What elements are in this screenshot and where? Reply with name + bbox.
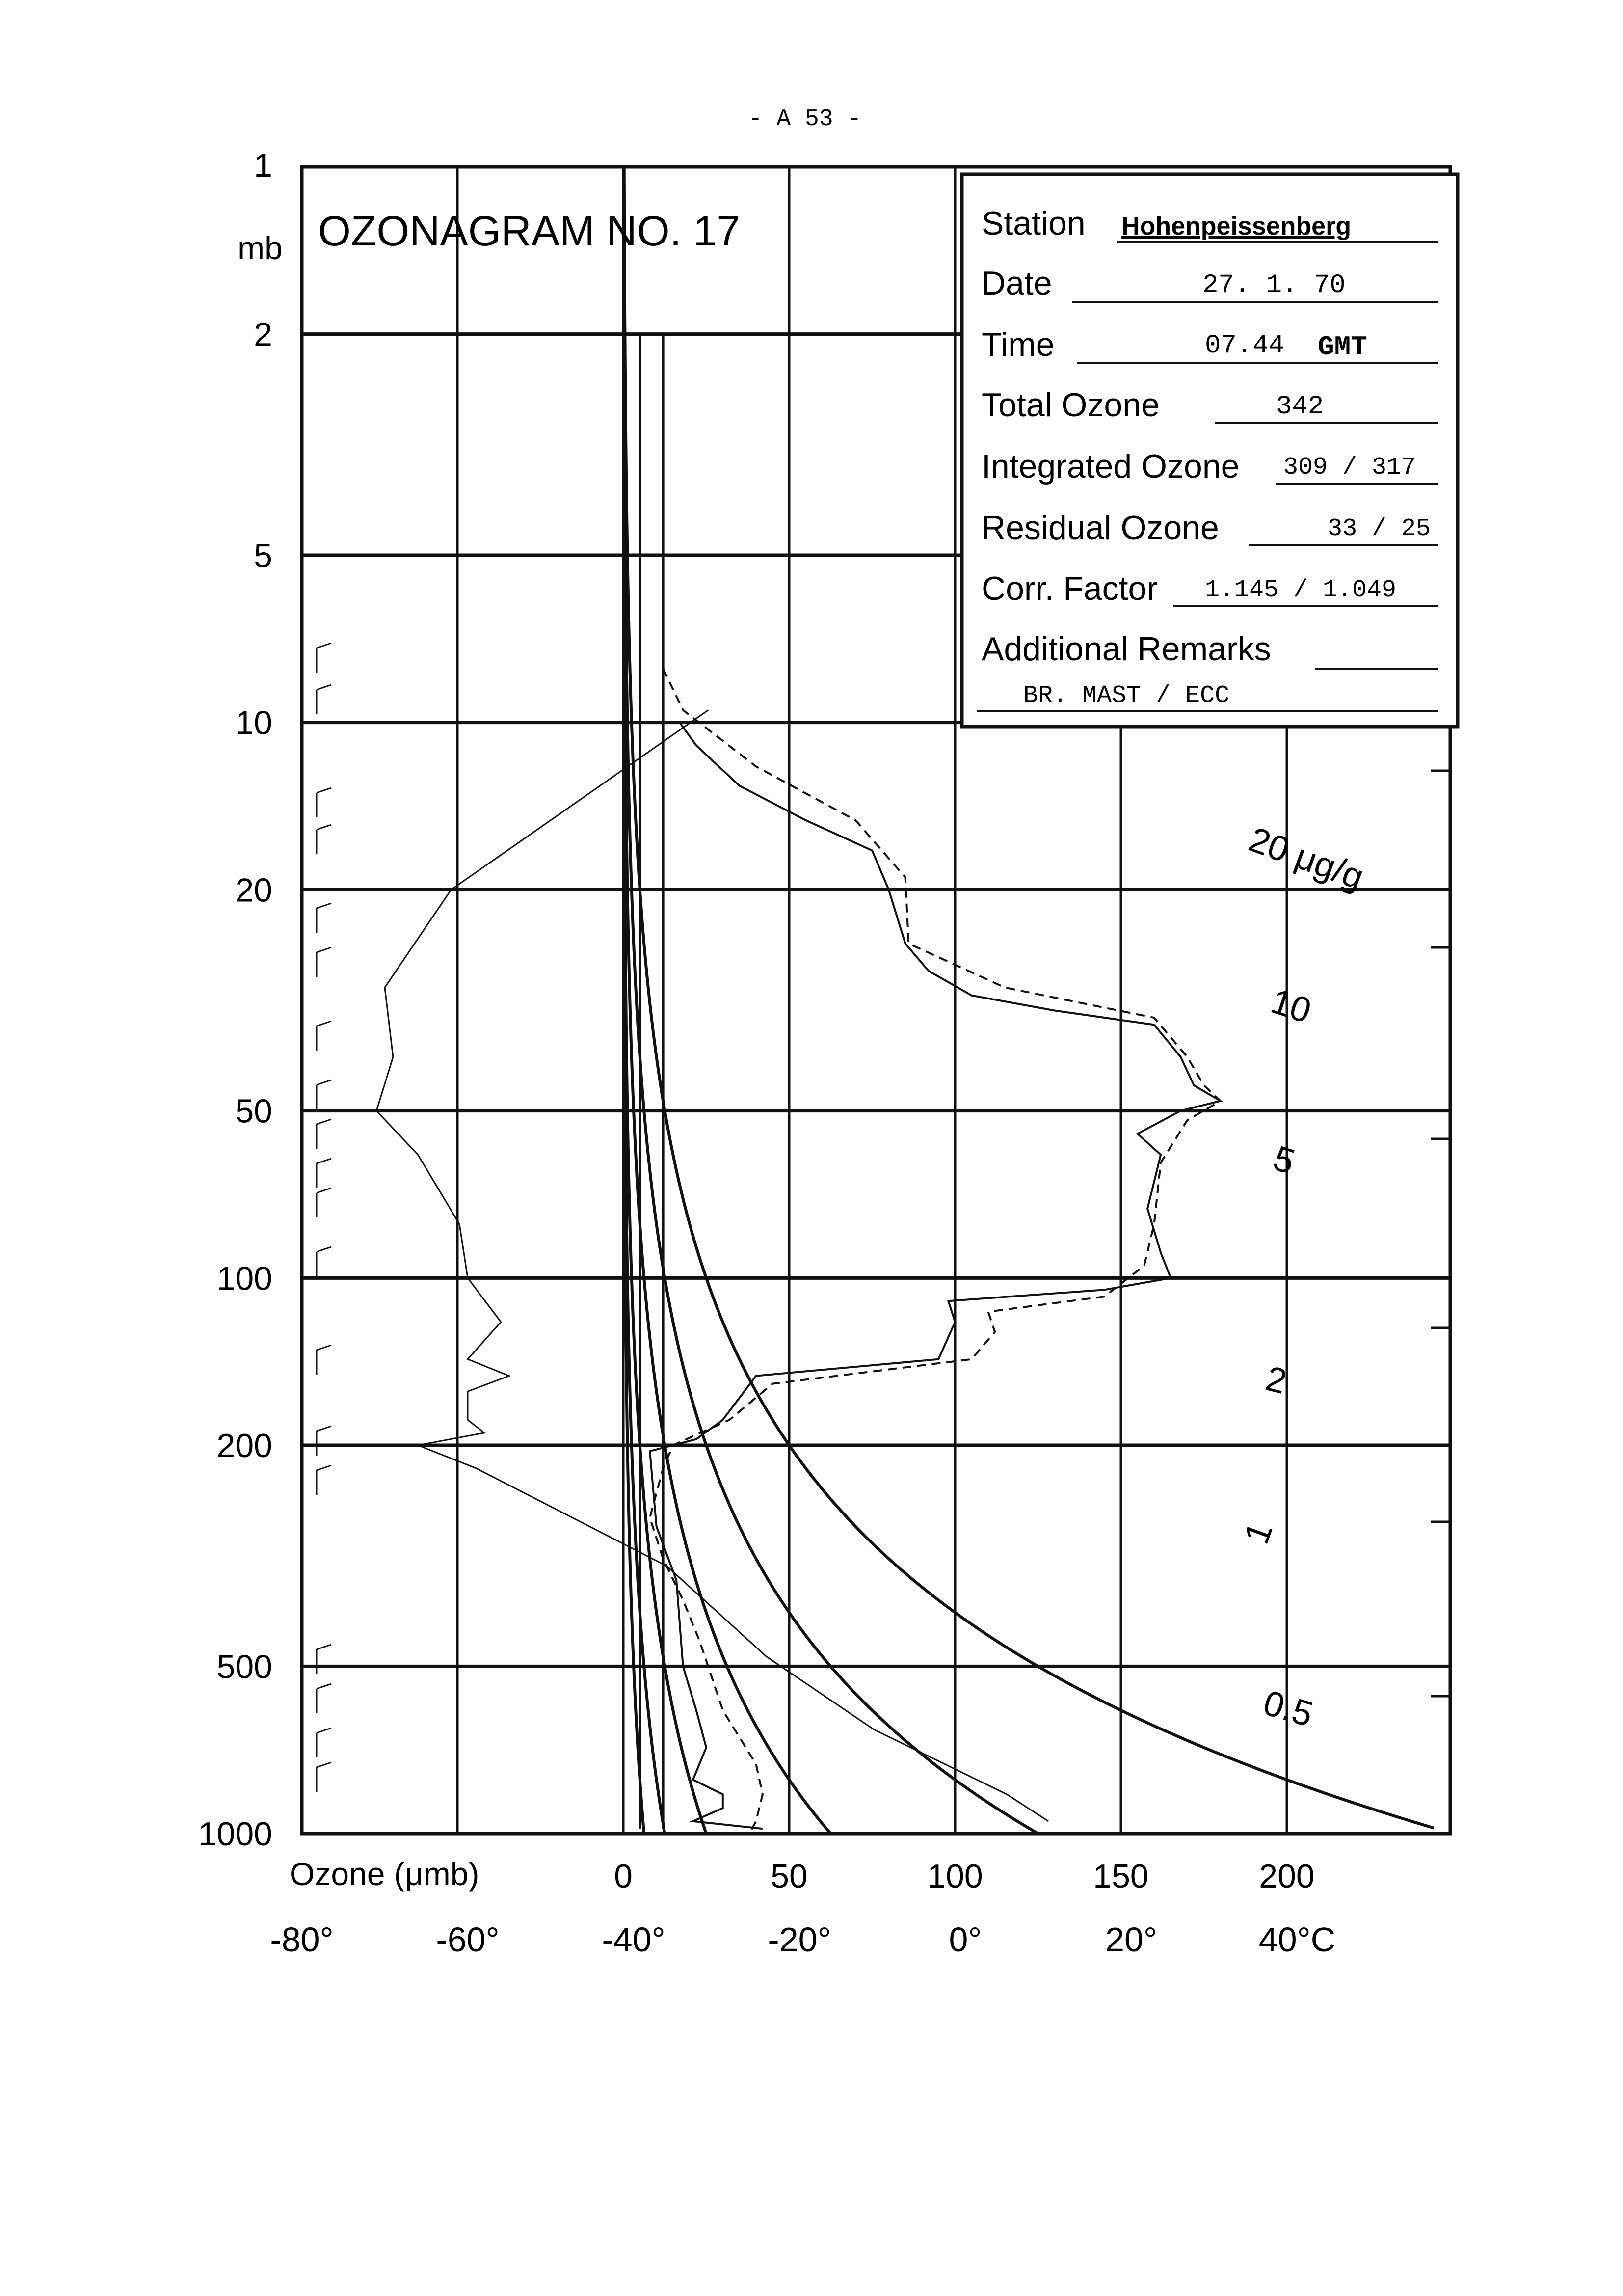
isoline-label: 1 — [1237, 1517, 1280, 1549]
isoline — [622, 166, 646, 1834]
station-info-box: Station Hohenpeissenberg Date 27. 1. 70 … — [960, 172, 1460, 729]
isoline — [622, 166, 832, 1835]
wind-barb — [316, 902, 332, 933]
temperature-tick-label: -40° — [602, 1920, 665, 1959]
wind-barb-flag — [316, 642, 332, 649]
wind-barb-flag — [316, 946, 332, 953]
temperature-tick-label: -80° — [270, 1920, 333, 1959]
page-header: - A 53 - — [748, 106, 861, 133]
plot-frame — [300, 165, 1452, 1836]
ozone-tick-label: 150 — [1093, 1858, 1148, 1895]
station-value: Hohenpeissenberg — [1121, 212, 1351, 241]
wind-barb-flag — [316, 1464, 332, 1471]
wind-barb-flag — [316, 1079, 332, 1086]
wind-barb-flag — [316, 684, 332, 691]
wind-barb — [316, 1118, 332, 1149]
wind-barb — [316, 1683, 332, 1713]
integrated-ozone-value: 309 / 317 — [1283, 454, 1416, 482]
wind-barb — [316, 1246, 332, 1276]
wind-barb — [316, 1187, 332, 1217]
wind-barb — [316, 684, 332, 714]
pressure-tick-label: 2 — [254, 316, 272, 353]
date-value: 27. 1. 70 — [1202, 270, 1346, 300]
wind-barb — [316, 642, 332, 673]
data-series — [375, 668, 1224, 1834]
pressure-tick-label: 1000 — [198, 1815, 272, 1853]
ozone-tick-label: 100 — [927, 1858, 983, 1895]
ozone-tick-label: 0 — [614, 1858, 633, 1895]
pressure-tick-label: 5 — [254, 537, 272, 574]
isoline-label: 10 — [1266, 981, 1316, 1031]
wind-barb — [316, 946, 332, 977]
wind-barb — [316, 1079, 332, 1109]
wind-barb — [316, 787, 332, 817]
residual-ozone-value: 33 / 25 — [1328, 515, 1431, 543]
station-label: Station — [982, 205, 1086, 242]
temperature-profile — [375, 709, 1049, 1822]
wind-barb — [316, 824, 332, 854]
chart-title: OZONAGRAM NO. 17 — [318, 208, 740, 255]
chart-grid — [302, 167, 1450, 1834]
wind-barb — [316, 1464, 332, 1495]
wind-barb-flag — [316, 1158, 332, 1164]
wind-barb — [316, 1425, 332, 1456]
time-unit: GMT — [1318, 331, 1367, 363]
wind-barb-flag — [316, 1727, 332, 1734]
ozone-tick-label: 50 — [771, 1858, 808, 1895]
wind-barb-flag — [316, 1344, 332, 1351]
wind-barb-flag — [316, 1020, 332, 1027]
isoline-label: 0.5 — [1259, 1683, 1317, 1734]
wind-barb-flag — [316, 1187, 332, 1194]
wind-barb — [316, 1020, 332, 1051]
wind-barb — [316, 1644, 332, 1674]
isoline-label: 5 — [1269, 1138, 1300, 1182]
ozone-axis-label: Ozone (μmb) — [290, 1856, 479, 1892]
ozone-tick-label: 200 — [1259, 1858, 1314, 1895]
temperature-tick-label: -60° — [436, 1920, 499, 1959]
pressure-tick-label: 10 — [235, 704, 272, 742]
wind-barb-flag — [316, 787, 332, 794]
wind-barb-flag — [316, 1683, 332, 1690]
wind-barb — [316, 1761, 332, 1792]
residual-ozone-label: Residual Ozone — [982, 509, 1219, 546]
wind-barbs — [316, 642, 332, 1792]
pressure-tick-label: 1 — [254, 147, 272, 184]
corr-factor-label: Corr. Factor — [982, 570, 1158, 607]
wind-barb — [316, 1158, 332, 1188]
wind-barb-flag — [316, 1246, 332, 1253]
wind-barb-flag — [316, 1118, 332, 1125]
temperature-tick-label: -20° — [768, 1920, 831, 1959]
corr-factor-value: 1.145 / 1.049 — [1205, 576, 1396, 604]
total-ozone-value: 342 — [1276, 392, 1324, 422]
total-ozone-label: Total Ozone — [982, 386, 1160, 424]
date-label: Date — [982, 265, 1052, 302]
time-value: 07.44 — [1205, 331, 1284, 361]
pressure-tick-label: 20 — [235, 871, 272, 909]
ozone-profile-dashed — [649, 668, 1223, 1834]
y-unit-label: mb — [238, 230, 283, 266]
wind-barb — [316, 1344, 332, 1375]
pressure-tick-label: 500 — [217, 1648, 272, 1685]
wind-barb — [316, 1727, 332, 1757]
temperature-tick-label: 0° — [949, 1920, 982, 1959]
axes: 1 2 5 10 20 50 100 200 500 1000 0 50 100 150 200 -80° -6… — [198, 147, 1335, 1959]
wind-barb-flag — [316, 1761, 332, 1768]
pressure-tick-label: 50 — [235, 1093, 272, 1130]
ozone-profile-solid — [648, 722, 1224, 1830]
integrated-ozone-label: Integrated Ozone — [982, 448, 1239, 485]
wind-barb-flag — [316, 1644, 332, 1650]
pressure-tick-label: 200 — [217, 1427, 272, 1464]
remarks-label: Additional Remarks — [982, 630, 1271, 668]
wind-barb-flag — [316, 824, 332, 831]
wind-barb-flag — [316, 1425, 332, 1432]
time-label: Time — [982, 326, 1055, 363]
pressure-tick-label: 100 — [217, 1260, 272, 1297]
remarks-value: BR. MAST / ECC — [1023, 682, 1229, 710]
temperature-tick-label: 40°C — [1259, 1920, 1335, 1959]
wind-barb-flag — [316, 902, 332, 909]
station-box-frame — [960, 172, 1460, 729]
isoline-label: 20 μg/g — [1244, 820, 1369, 897]
temperature-tick-label: 20° — [1105, 1920, 1157, 1959]
